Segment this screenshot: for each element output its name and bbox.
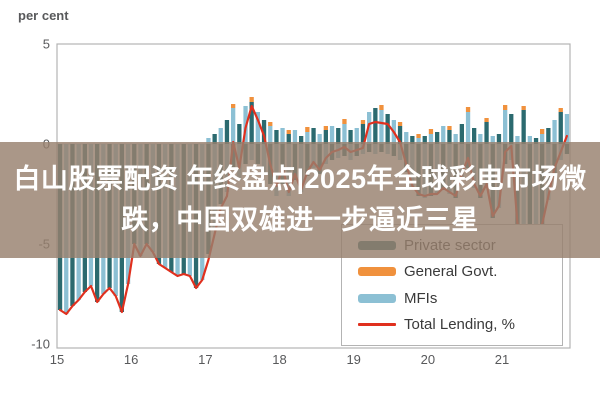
bar-positive: [410, 136, 415, 144]
x-tick-label: 21: [494, 352, 510, 367]
bar-positive: [218, 128, 223, 144]
bar-positive: [435, 132, 440, 144]
bar-govt: [428, 129, 434, 134]
bar-positive: [447, 130, 452, 144]
bar-positive: [255, 112, 260, 144]
legend-item-general-govt: General Govt.: [358, 263, 562, 280]
legend-item-mfis: MFIs: [358, 290, 562, 307]
bar-positive: [552, 120, 557, 144]
bar-govt: [379, 105, 384, 110]
bar-positive: [311, 128, 316, 144]
bar-positive: [453, 134, 458, 144]
bar-govt: [268, 122, 273, 126]
bar-govt: [342, 119, 347, 124]
bar-govt: [447, 126, 452, 130]
bar-positive: [299, 136, 304, 144]
bar-positive: [558, 112, 563, 144]
bar-positive: [404, 132, 409, 144]
bar-positive: [329, 126, 335, 144]
bar-positive: [503, 110, 508, 144]
bar-govt: [558, 108, 563, 112]
bar-positive: [224, 120, 230, 144]
chart-unit-label: per cent: [18, 8, 69, 23]
bar-positive: [373, 108, 378, 144]
total-lending-swatch: [358, 323, 396, 327]
bar-govt: [249, 97, 254, 102]
headline-line-2: 跌，中国双雄进一步逼近三星: [121, 205, 479, 235]
bar-govt: [465, 107, 471, 112]
bar-positive: [274, 130, 279, 144]
bar-positive: [305, 132, 310, 144]
bar-govt: [286, 130, 291, 134]
bar-positive: [416, 138, 421, 144]
bar-positive: [231, 108, 236, 144]
general-govt-swatch: [358, 267, 396, 277]
bar-positive: [280, 128, 285, 144]
bar-positive: [268, 126, 273, 144]
mfis-swatch: [358, 293, 396, 303]
bar-positive: [515, 136, 520, 144]
bar-govt: [231, 104, 236, 108]
bar-positive: [490, 136, 495, 144]
bar-positive: [564, 114, 570, 144]
bar-govt: [416, 134, 421, 138]
bar-positive: [360, 124, 366, 144]
bar-positive: [292, 130, 298, 144]
bar-positive: [379, 110, 384, 144]
x-tick-label: 17: [198, 352, 213, 367]
legend-item-total-lending: Total Lending, %: [358, 316, 562, 333]
bar-positive: [249, 102, 254, 144]
bar-govt: [397, 122, 403, 126]
bar-positive: [465, 112, 471, 144]
bar-positive: [527, 136, 532, 144]
bar-govt: [503, 105, 508, 110]
bar-positive: [521, 110, 526, 144]
y-tick-label: 5: [42, 36, 50, 52]
bar-positive: [472, 128, 477, 144]
bar-positive: [397, 126, 403, 144]
bar-positive: [385, 114, 390, 144]
bar-govt: [323, 126, 328, 130]
bar-positive: [484, 122, 489, 144]
bar-positive: [261, 120, 267, 144]
bar-govt: [521, 106, 526, 110]
legend-label: General Govt.: [404, 263, 498, 281]
bar-positive: [496, 134, 502, 144]
x-tick-label: 19: [346, 352, 361, 367]
legend-label: MFIs: [404, 289, 438, 307]
bar-positive: [212, 134, 217, 144]
bar-positive: [354, 128, 359, 144]
x-tick-label: 16: [123, 352, 139, 367]
bar-positive: [428, 134, 434, 144]
bar-positive: [348, 130, 353, 144]
bar-positive: [286, 134, 291, 144]
bar-positive: [323, 130, 328, 144]
bar-positive: [478, 134, 483, 144]
bar-positive: [509, 114, 514, 144]
bar-positive: [317, 134, 322, 144]
bar-positive: [422, 136, 427, 144]
bar-positive: [336, 128, 341, 144]
bar-positive: [441, 126, 446, 144]
bar-positive: [533, 138, 539, 144]
x-tick-label: 20: [420, 352, 436, 367]
bar-govt: [305, 127, 310, 132]
bar-positive: [546, 128, 551, 144]
bar-positive: [540, 134, 545, 144]
bar-govt: [540, 129, 545, 134]
x-tick-label: 15: [49, 352, 65, 367]
x-tick-label: 18: [272, 352, 287, 367]
bar-positive: [206, 138, 211, 144]
headline-banner-overlay: 白山股票配资 年终盘点|2025年全球彩电市场微 跌，中国双雄进一步逼近三星: [0, 142, 600, 258]
legend-label: Total Lending, %: [404, 316, 515, 334]
headline-line-1: 白山股票配资 年终盘点|2025年全球彩电市场微: [13, 163, 587, 194]
bar-positive: [342, 124, 347, 144]
y-tick-label: -10: [31, 336, 50, 352]
bar-govt: [484, 118, 489, 122]
bar-positive: [459, 124, 464, 144]
bar-govt: [360, 120, 366, 124]
bar-positive: [237, 124, 242, 144]
